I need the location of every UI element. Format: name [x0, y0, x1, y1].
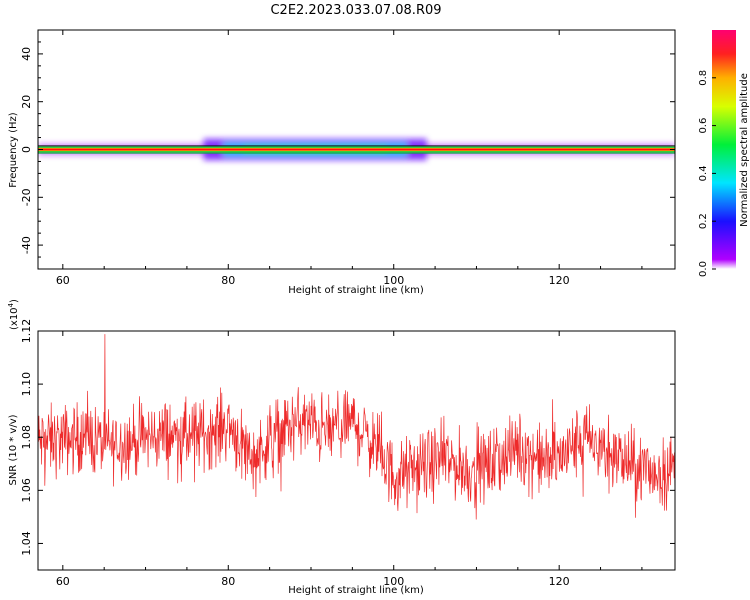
- snr-frame: [37, 330, 676, 571]
- spectrogram-y-tick-label: 40: [20, 47, 33, 61]
- snr-scale-suffix: ): [9, 299, 20, 303]
- figure-title: C2E2.2023.033.07.08.R09: [270, 3, 441, 18]
- snr-ticks: 60 80 100 120 1.04 1.06 1.08 1.10 1.12: [20, 319, 675, 588]
- colorbar-ticks: 0.0 0.2 0.4 0.6 0.8: [698, 70, 716, 277]
- spectrogram-x-tick-label: 100: [383, 274, 404, 287]
- snr-x-tick-label: 80: [221, 575, 235, 588]
- colorbar-tick-label: 0.6: [698, 118, 709, 134]
- colorbar-tick-label: 0.8: [698, 70, 709, 86]
- snr-y-tick-label: 1.12: [20, 319, 33, 344]
- spectrogram-y-tick-label: 20: [20, 95, 33, 109]
- spectrogram-y-tick-label: -20: [20, 188, 33, 206]
- snr-y-tick-label: 1.08: [20, 425, 33, 450]
- spectrogram-heatmap: [38, 138, 675, 161]
- spectrogram-core-red: [38, 148, 675, 151]
- snr-scale-exponent: 4: [7, 302, 15, 307]
- spectrogram-x-tick-label: 60: [56, 274, 70, 287]
- colorbar-label: Normalized spectral amplitude: [739, 73, 750, 227]
- spectrogram-x-label: Height of straight line (km): [288, 285, 424, 296]
- snr-x-tick-label: 120: [549, 575, 570, 588]
- colorbar: 0.0 0.2 0.4 0.6 0.8 Normalized spectral ampl…: [698, 30, 750, 277]
- snr-y-label: SNR (10 * v/v): [8, 414, 19, 485]
- spectrogram-y-tick-label: 0: [20, 146, 33, 153]
- snr-y-tick-label: 1.06: [20, 478, 33, 503]
- spectrogram-y-tick-label: -40: [20, 236, 33, 254]
- snr-panel: 60 80 100 120 1.04 1.06 1.08 1.10 1.12 Height of…: [7, 299, 676, 596]
- spectrogram-x-tick-label: 120: [549, 274, 570, 287]
- snr-y-tick-label: 1.04: [20, 531, 33, 556]
- snr-x-label: Height of straight line (km): [288, 585, 424, 596]
- colorbar-tick-label: 0.2: [698, 213, 709, 229]
- spectrogram-x-tick-label: 80: [221, 274, 235, 287]
- snr-x-tick-label: 60: [56, 575, 70, 588]
- snr-y-scale: (x104): [7, 299, 20, 330]
- svg-text:(x104): (x104): [7, 299, 20, 330]
- spectrogram-y-label: Frequency (Hz): [8, 112, 19, 188]
- colorbar-tick-label: 0.4: [698, 165, 709, 181]
- snr-scale-prefix: (x10: [9, 307, 20, 330]
- snr-x-tick-label: 100: [383, 575, 404, 588]
- snr-y-tick-label: 1.10: [20, 372, 33, 397]
- spectrogram-panel: 60 80 100 120 -40 -20 0 20 40 Height of straight…: [8, 29, 676, 296]
- colorbar-tick-label: 0.0: [698, 261, 709, 277]
- spectrogram-ticks: 60 80 100 120 -40 -20 0 20 40: [20, 29, 675, 287]
- snr-series-line: [38, 334, 675, 520]
- colorbar-gradient: [712, 30, 736, 269]
